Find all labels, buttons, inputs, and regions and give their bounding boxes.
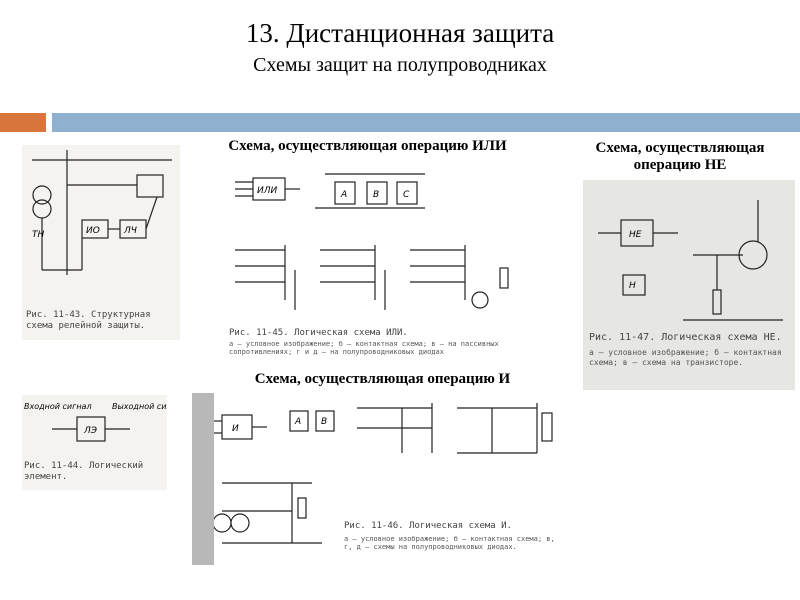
title: 13. Дистанционная защита — [245, 18, 555, 48]
heading: Схема, осуществляющая операцию ИЛИ — [228, 138, 507, 154]
figure-caption: Рис. 11-45. Логическая схема ИЛИ. — [229, 328, 408, 338]
block-label: НЕ — [629, 230, 642, 240]
block-label: Выходной сигнал — [112, 402, 167, 411]
scan-image: Входной сигнал ЛЭ Выходной сигнал Рис. 1… — [22, 395, 186, 490]
scan-image: ТН ИО ЛЧ Рис. 11-43. Структурная схема р… — [22, 145, 180, 340]
scan-edge — [192, 393, 214, 565]
scan-image: И A B Рис. 11-46. Логическая схема И. а … — [192, 393, 560, 565]
figure-caption: Рис. 11-47. Логическая схема НЕ. — [589, 332, 782, 343]
block-label: H — [629, 281, 636, 291]
figure-caption: Рис. 11-44. Логический элемент. — [24, 461, 144, 483]
block-label: C — [403, 190, 410, 200]
subtitle: Схемы защит на полупроводниках — [253, 54, 547, 76]
schematic: Входной сигнал ЛЭ Выходной сигнал — [24, 402, 186, 442]
schematic: ИЛИ A B C — [235, 173, 509, 310]
block-label: И — [232, 424, 239, 434]
schematic: ТН ИО ЛЧ — [32, 150, 172, 275]
scan-image: НЕ H Рис. 11-47. Логическая схема НЕ. а … — [583, 180, 795, 390]
block-label: ИО — [86, 226, 100, 236]
block-label: ЛЧ — [123, 226, 137, 236]
block-label: ТН — [32, 230, 44, 240]
block-label: ЛЭ — [83, 426, 98, 436]
block-label: A — [340, 190, 347, 200]
schematic: НЕ H — [598, 200, 783, 321]
block-label: B — [373, 190, 379, 200]
block-label: A — [294, 417, 301, 427]
figure-note: а — условное изображение; б — контактная… — [589, 348, 782, 367]
heading: Схема, осуществляющая операцию И — [254, 371, 511, 387]
block-label: B — [321, 417, 327, 427]
accent-bar — [52, 113, 800, 132]
block-label: ИЛИ — [257, 186, 278, 196]
scan-image: ИЛИ A B C Рис. 11-45. Логическая схема И… — [225, 160, 525, 358]
figure-note: а — условное изображение; б — контактная… — [229, 340, 499, 357]
figure-note: а — условное изображение; б — контактная… — [344, 535, 555, 552]
block-label: Входной сигнал — [24, 402, 92, 411]
heading: Схема, осуществляющая операцию НЕ — [595, 140, 765, 173]
schematic: И A B — [206, 403, 553, 544]
figure-caption: Рис. 11-43. Структурная схема релейной з… — [26, 310, 151, 332]
figure-caption: Рис. 11-46. Логическая схема И. — [344, 521, 512, 531]
accent-bar — [0, 113, 46, 132]
